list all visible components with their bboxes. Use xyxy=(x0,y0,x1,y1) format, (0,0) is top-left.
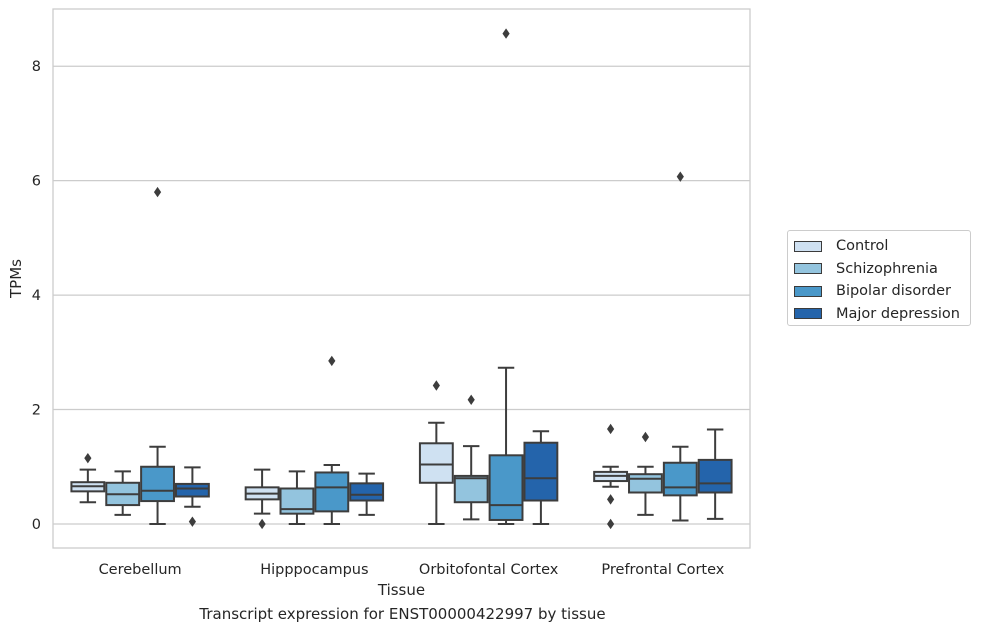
legend-item: Bipolar disorder xyxy=(794,280,964,303)
y-tick-label: 8 xyxy=(32,59,41,75)
box xyxy=(628,473,663,494)
outlier-point xyxy=(607,494,615,505)
box xyxy=(314,471,350,513)
legend: Control Schizophrenia Bipolar disorder Majo… xyxy=(787,230,971,326)
outlier-point xyxy=(432,380,440,391)
y-axis-ticks: 0 2 4 6 8 xyxy=(32,59,41,533)
x-tick-label: Orbitofontal Cortex xyxy=(419,562,559,578)
y-axis-label: TPMs xyxy=(7,259,25,299)
legend-label: Major depression xyxy=(836,305,960,322)
x-axis-label: Tissue xyxy=(377,581,425,599)
legend-label: Bipolar disorder xyxy=(836,283,951,300)
plot-frame xyxy=(52,8,751,549)
outlier-point xyxy=(328,355,336,367)
box xyxy=(418,442,454,484)
legend-swatch xyxy=(794,263,822,275)
box xyxy=(174,482,210,498)
box xyxy=(349,482,385,502)
gridlines xyxy=(53,65,750,525)
chart-title: Transcript expression for ENST0000042299… xyxy=(199,605,606,623)
legend-swatch xyxy=(794,285,822,297)
box xyxy=(523,441,559,502)
outlier-point xyxy=(258,518,266,530)
x-tick-label: Prefrontal Cortex xyxy=(601,562,724,578)
outlier-point xyxy=(188,516,196,527)
x-tick-label: Hipppocampus xyxy=(260,562,368,578)
y-tick-label: 2 xyxy=(32,403,41,419)
box xyxy=(453,474,489,504)
legend-label: Schizophrenia xyxy=(836,260,938,277)
box-plot-area xyxy=(70,28,733,530)
outlier-point xyxy=(84,452,92,464)
outlier-point xyxy=(467,394,475,406)
x-tick-label: Cerebellum xyxy=(99,562,182,578)
outlier-point xyxy=(676,171,684,182)
y-tick-label: 4 xyxy=(32,288,41,304)
outlier-point xyxy=(607,423,615,435)
outlier-point xyxy=(502,28,510,39)
y-tick-label: 0 xyxy=(32,517,41,533)
legend-swatch xyxy=(794,240,822,252)
y-tick-label: 6 xyxy=(32,174,41,190)
outlier-point xyxy=(153,186,162,198)
legend-item: Control xyxy=(794,235,964,258)
box xyxy=(488,454,524,521)
outlier-point xyxy=(641,431,650,443)
legend-label: Control xyxy=(836,238,889,255)
box xyxy=(697,458,733,494)
x-axis-ticks: Cerebellum Hipppocampus Orbitofontal Corte… xyxy=(99,562,725,578)
legend-item: Major depression xyxy=(794,303,964,326)
legend-swatch xyxy=(794,308,822,320)
box xyxy=(140,465,175,503)
outlier-point xyxy=(607,518,615,530)
box xyxy=(662,461,698,497)
legend-item: Schizophrenia xyxy=(794,258,964,281)
